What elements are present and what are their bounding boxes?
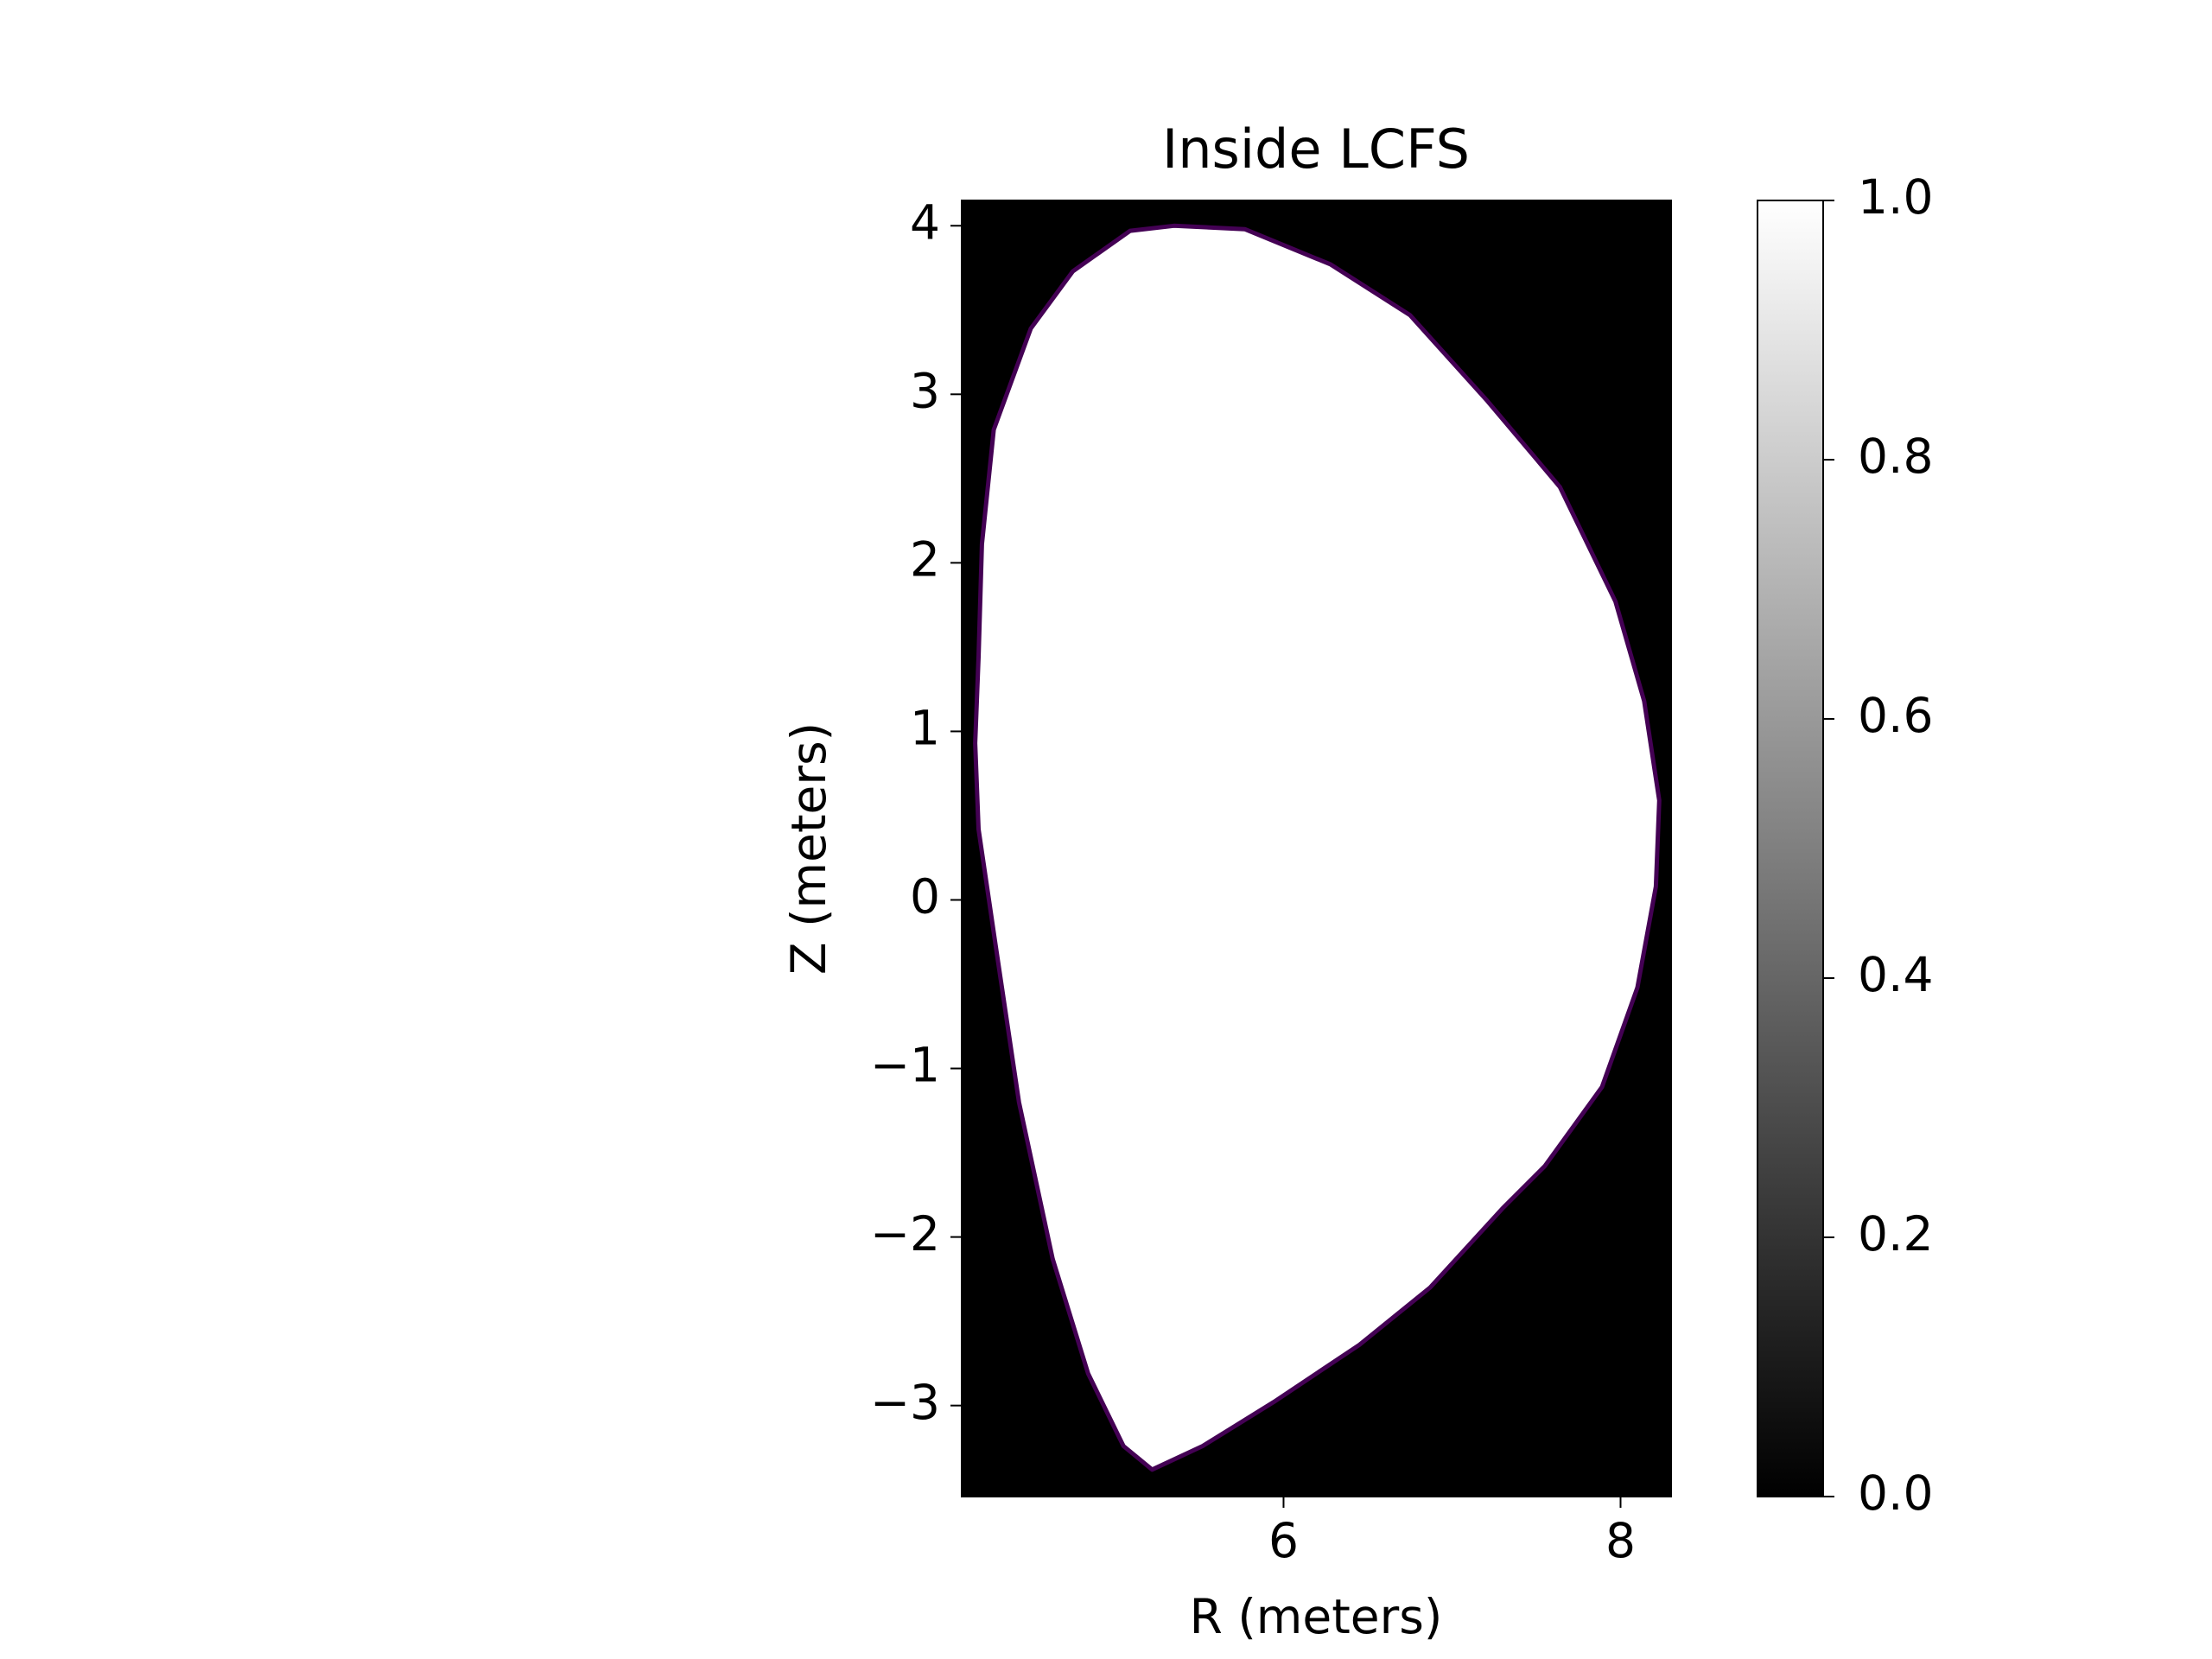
- colorbar-tick-label: 1.0: [1858, 169, 1933, 225]
- x-tick-label: 8: [1605, 1513, 1636, 1568]
- y-tick-label: 1: [910, 701, 940, 756]
- colorbar-tick-label: 0.6: [1858, 688, 1933, 743]
- y-tick-label: −2: [870, 1206, 940, 1262]
- colorbar-tick-label: 0.8: [1858, 429, 1933, 484]
- lcfs-contour: [973, 223, 1662, 1472]
- y-tick-label: −3: [870, 1375, 940, 1430]
- colorbar: [1757, 200, 1824, 1497]
- y-axis-label: Z (meters): [781, 722, 836, 975]
- inside-region: [975, 226, 1660, 1470]
- y-tick-label: 0: [910, 869, 940, 925]
- x-tick-label: 6: [1268, 1513, 1299, 1568]
- y-tick-label: 4: [910, 194, 940, 250]
- y-tick-label: 2: [910, 532, 940, 588]
- y-tick-label: 3: [910, 363, 940, 418]
- axes-frame: [961, 200, 1672, 1497]
- colorbar-tick-label: 0.2: [1858, 1206, 1933, 1262]
- colorbar-tick-label: 0.0: [1858, 1465, 1933, 1521]
- y-tick-label: −1: [870, 1038, 940, 1093]
- chart-title: Inside LCFS: [1162, 118, 1470, 181]
- x-axis-label: R (meters): [1190, 1589, 1443, 1644]
- colorbar-tick-label: 0.4: [1858, 947, 1933, 1002]
